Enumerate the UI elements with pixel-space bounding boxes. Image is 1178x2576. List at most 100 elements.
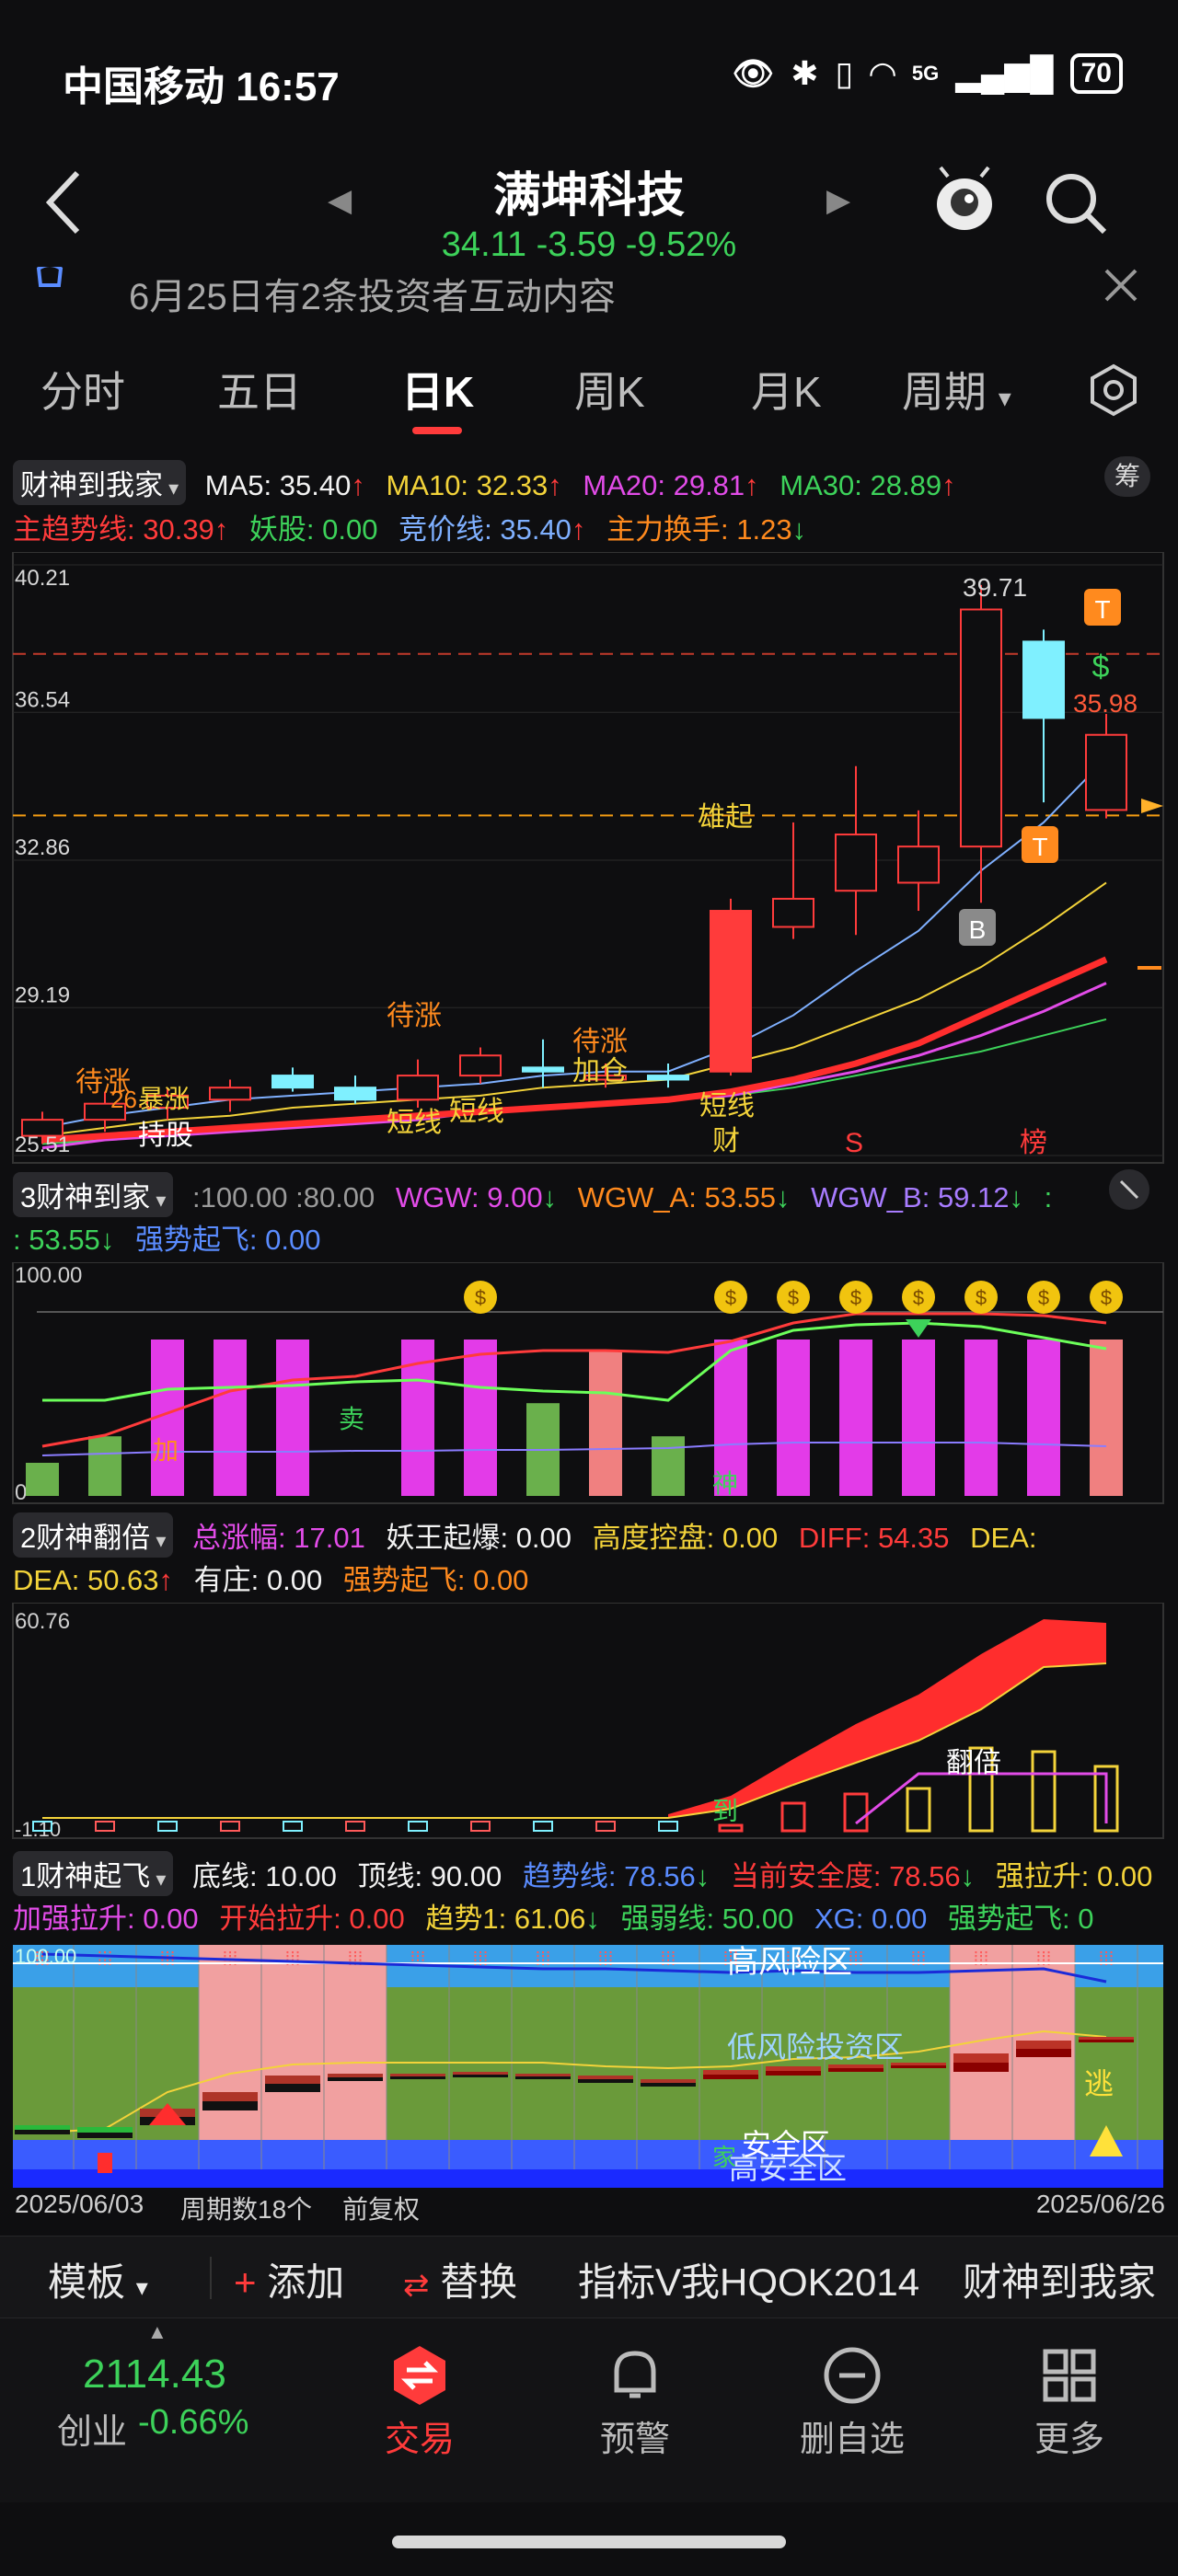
template-button[interactable]: 模板 ▾ (48, 2260, 148, 2304)
wgw-a-value: WGW_A: 53.55 (577, 1181, 777, 1213)
tab-month-k[interactable]: 月K (751, 368, 822, 416)
caret-up-icon: ▲ (147, 2320, 167, 2343)
panel2-row-1: 2财神翻倍 总涨幅: 17.01 妖王起爆: 0.00 高度控盘: 0.00 D… (13, 1512, 1037, 1558)
panel3-last-arrow: ↓ (99, 1224, 115, 1256)
panel3-bar (839, 1340, 872, 1496)
panel1-chart[interactable]: ⁞⁞⁞ ⁞⁞⁞ ⁞⁞⁞ ⁞⁞⁞ ⁞⁞⁞ ⁞⁞⁞ ⁞⁞⁞ ⁞⁞⁞ ⁞⁞⁞ ⁞⁞⁞ ⁞⁞⁞ ⁞⁞⁞ ⁞⁞⁞ ⁞… (0, 1945, 1178, 2188)
panel1-row-2: 加强拉升: 0.00 开始拉升: 0.00 趋势1: 61.06↓ 强弱线: 5… (13, 1895, 1093, 1937)
prev-stock-icon[interactable]: ◀ (328, 183, 352, 218)
panel3-selector[interactable]: 3财神到家 (13, 1172, 174, 1217)
buy-badge-bg (959, 909, 996, 946)
home-indicator[interactable] (392, 2536, 786, 2548)
double-label: 翻倍 (946, 1748, 1001, 1778)
trend-value: 主趋势线: 30.39 (13, 513, 214, 546)
notice-text: 6月25日有2条投资者互动内容 (129, 277, 616, 317)
panel3-lines (41, 1312, 1107, 1456)
p1-box-top (578, 2076, 633, 2079)
tab-period[interactable]: 周期 ▾ (902, 368, 1011, 416)
network-label: 5G (911, 62, 940, 85)
safety-value: 当前安全度: 78.56 (730, 1860, 961, 1892)
xg-value: XG: 0.00 (814, 1903, 928, 1935)
trend1-arrow: ↓ (585, 1903, 600, 1935)
notice-banner[interactable]: 6月25日有2条投资者互动内容 (0, 267, 1178, 329)
settings-hex-icon[interactable] (1086, 362, 1141, 418)
signal-icon: ▂▄▆█ (955, 54, 1054, 92)
search-icon[interactable] (1042, 169, 1110, 237)
tab-fenshi[interactable]: 分时 (40, 368, 125, 416)
status-bar: 中国移动 16:57 👁 ✱ ▯ ◠ 5G ▂▄▆█ 70 (0, 0, 1178, 147)
panel2-content (32, 1619, 1119, 1833)
candlestick-chart[interactable]: 40.2136.5432.8629.1925.51 待涨26.暴涨持股待涨短线短… (0, 552, 1178, 1165)
y-tick-label: 29.19 (15, 983, 70, 1007)
money-bag-sign: $ (475, 1286, 486, 1309)
panel3-last-value: : 53.55 (13, 1224, 100, 1256)
expand-icon[interactable] (1108, 1168, 1150, 1211)
arrive-label: 到 (712, 1797, 738, 1825)
panel2-selector[interactable]: 2财神翻倍 (13, 1512, 174, 1558)
replace-button[interactable]: ⇄ 替换 (403, 2260, 518, 2304)
down-arrow-icon (906, 1319, 931, 1338)
period-tabs: 分时 五日 日K 周K 月K 周期 ▾ (0, 350, 1178, 442)
candle-body (334, 1087, 376, 1101)
candle-body (146, 1094, 189, 1110)
next-stock-icon[interactable]: ▶ (826, 183, 851, 218)
annotation-10: 短线 (699, 1091, 755, 1121)
panel2-bar (157, 1821, 178, 1832)
panel2-bar (718, 1823, 744, 1833)
money-bag-icon (464, 1281, 497, 1314)
index-change: -0.66% (138, 2403, 249, 2442)
index-value[interactable]: 2114.43 (83, 2352, 226, 2397)
indicator-tag[interactable]: 指标V我HQOK2014 (578, 2260, 920, 2304)
panel3-bar (1090, 1340, 1123, 1496)
nav-alert-label: 预警 (599, 2421, 670, 2459)
safety-arrow: ↓ (960, 1860, 976, 1892)
money-bag-icon (902, 1281, 935, 1314)
bottom-line: 底线: 10.00 (192, 1860, 337, 1892)
wgw-a-line (41, 1312, 1107, 1448)
tab-day-k[interactable]: 日K (401, 368, 475, 416)
tab-five-day[interactable]: 五日 (217, 368, 302, 416)
chevron-down-icon: ▾ (135, 2273, 148, 2301)
panel3-bar (652, 1436, 685, 1496)
panel2-bar (32, 1821, 52, 1832)
p1-box-top (515, 2074, 571, 2076)
escape-label: 逃 (1084, 2067, 1114, 2100)
panel3-chart[interactable]: 100.00 0 加 卖 神 $ $ $ $ $ $ $ $ (0, 1262, 1178, 1505)
red-marker (98, 2153, 112, 2173)
caishen-tag[interactable]: 财神到我家 (963, 2260, 1157, 2304)
annotation-13: 榜 (1020, 1128, 1047, 1158)
p1-box-top (703, 2070, 758, 2075)
p1-box-top (891, 2063, 946, 2065)
money-bag-sign: $ (913, 1286, 924, 1309)
candles (21, 584, 1127, 1144)
panel3-bar (276, 1340, 309, 1496)
add-button[interactable]: + 添加 (234, 2260, 345, 2304)
risk-mark: ⁞⁞⁞ (911, 1949, 927, 1970)
nav-more-label: 更多 (1034, 2421, 1104, 2459)
panel3-row-2: : 53.55↓ 强势起飞: 0.00 (13, 1216, 321, 1258)
panel1-selector[interactable]: 1财神起飞 (13, 1851, 174, 1896)
risk-mark: ⁞⁞⁞ (473, 1949, 489, 1970)
main-indicator-row-2: 主趋势线: 30.39↑ 妖股: 0.00 竞价线: 35.40↑ 主力换手: … (13, 506, 819, 547)
close-icon[interactable] (1103, 267, 1139, 304)
panel3-border (12, 1262, 1164, 1504)
price-adjust[interactable]: 前复权 (342, 2195, 421, 2224)
p1-box-top (1016, 2041, 1071, 2049)
start-pull: 开始拉升: 0.00 (219, 1903, 405, 1935)
hot-column (199, 1945, 261, 2140)
assistant-bot-icon[interactable] (928, 164, 1001, 237)
main-indicator-selector[interactable]: 财神到我家 (13, 460, 187, 505)
panel2-bar (220, 1821, 240, 1832)
money-bag-icon (964, 1281, 998, 1314)
chip-distribution-button[interactable]: 筹 (1104, 456, 1150, 497)
tab-week-k[interactable]: 周K (574, 368, 645, 416)
panel2-chart[interactable]: 60.76 -1.10 翻倍 到 (0, 1603, 1178, 1840)
back-icon[interactable] (40, 166, 87, 239)
has-zhuang: 有庄: 0.00 (193, 1564, 323, 1596)
wgw-b-value: WGW_B: 59.12 (811, 1181, 1010, 1213)
risk-mark: ⁞⁞⁞ (536, 1949, 551, 1970)
panel3-v1: :100.00 (192, 1181, 288, 1213)
ma-lines (41, 757, 1108, 1150)
ma10-line (41, 881, 1107, 1137)
stock-quote: 34.11 -3.59 -9.52% (441, 225, 737, 264)
